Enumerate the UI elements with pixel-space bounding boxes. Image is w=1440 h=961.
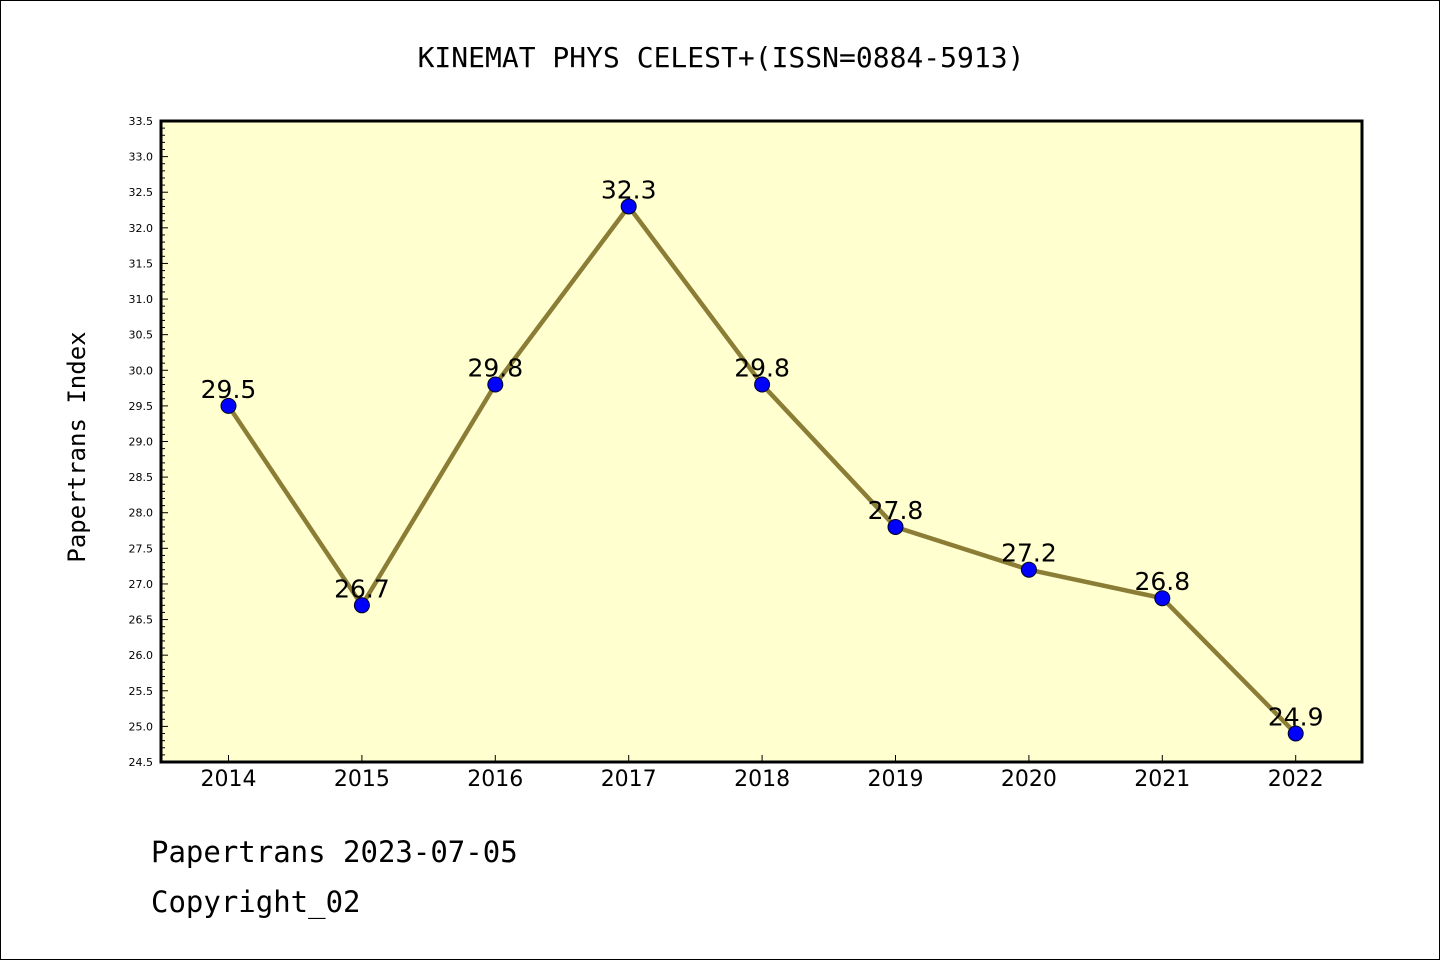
x-tick-label: 2019 xyxy=(868,767,924,792)
data-label: 29.8 xyxy=(467,354,523,383)
x-tick-label: 2014 xyxy=(201,767,257,792)
x-tick-label: 2018 xyxy=(734,767,790,792)
y-tick-label: 29.0 xyxy=(129,436,154,449)
data-label: 24.9 xyxy=(1268,703,1324,732)
x-tick-label: 2021 xyxy=(1134,767,1190,792)
y-tick-label: 30.0 xyxy=(129,364,154,377)
y-axis-ticks: 24.5 25.0 25.5 26.0 26.5 27.0 27.5 28.0 28.5 29.0… xyxy=(129,115,168,769)
y-tick-label: 26.5 xyxy=(129,614,154,627)
data-label: 27.8 xyxy=(868,496,924,525)
data-point xyxy=(353,597,370,614)
y-tick-label: 29.5 xyxy=(129,400,154,413)
y-tick-label: 31.5 xyxy=(129,257,154,270)
data-label: 27.2 xyxy=(1001,539,1057,568)
y-tick-label: 24.5 xyxy=(129,756,154,769)
y-tick-label: 27.0 xyxy=(129,578,154,591)
data-point xyxy=(887,518,904,535)
series-layer xyxy=(220,198,1304,742)
y-tick-label: 33.5 xyxy=(129,115,154,128)
data-point xyxy=(1287,725,1304,742)
footer-date-line: Papertrans 2023-07-05 xyxy=(151,835,518,869)
data-label: 26.7 xyxy=(334,574,390,603)
y-tick-label: 32.5 xyxy=(129,186,154,199)
y-tick-label: 28.5 xyxy=(129,471,154,484)
data-point xyxy=(1020,561,1037,578)
data-point xyxy=(1154,590,1171,607)
x-tick-label: 2015 xyxy=(334,767,390,792)
y-tick-label: 31.0 xyxy=(129,293,154,306)
y-axis-label: Papertrans Index xyxy=(63,331,91,562)
x-tick-label: 2022 xyxy=(1268,767,1324,792)
x-tick-label: 2016 xyxy=(467,767,523,792)
data-point xyxy=(220,397,237,414)
data-point xyxy=(754,376,771,393)
y-tick-label: 28.0 xyxy=(129,507,154,520)
data-label: 29.5 xyxy=(201,375,257,404)
x-axis-ticks: 2014 2015 2016 2017 2018 2019 2020 2021 2022 xyxy=(201,755,1324,792)
x-tick-label: 2020 xyxy=(1001,767,1057,792)
data-label-layer: 29.5 26.7 29.8 32.3 29.8 27.8 27.2 26.8 24.9 xyxy=(201,175,1324,731)
x-tick-label: 2017 xyxy=(601,767,657,792)
data-point xyxy=(487,376,504,393)
data-point xyxy=(620,198,637,215)
plot-area xyxy=(159,119,1364,764)
data-label: 32.3 xyxy=(601,175,657,204)
y-tick-label: 25.5 xyxy=(129,685,154,698)
y-tick-label: 33.0 xyxy=(129,151,154,164)
y-tick-label: 32.0 xyxy=(129,222,154,235)
footer-copyright: Copyright_02 xyxy=(151,885,361,919)
y-tick-label: 26.0 xyxy=(129,649,154,662)
y-tick-label: 30.5 xyxy=(129,329,154,342)
y-tick-label: 27.5 xyxy=(129,542,154,555)
chart-title: KINEMAT PHYS CELEST+(ISSN=0884-5913) xyxy=(418,41,1025,74)
data-label: 29.8 xyxy=(734,354,790,383)
y-tick-label: 25.0 xyxy=(129,720,154,733)
data-label: 26.8 xyxy=(1134,567,1190,596)
